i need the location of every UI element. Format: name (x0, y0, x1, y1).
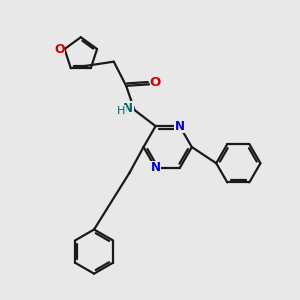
Text: N: N (151, 161, 160, 175)
Text: H: H (117, 106, 125, 116)
Text: O: O (54, 43, 64, 56)
Text: O: O (149, 76, 161, 89)
Text: N: N (175, 120, 185, 133)
Text: N: N (123, 102, 133, 115)
